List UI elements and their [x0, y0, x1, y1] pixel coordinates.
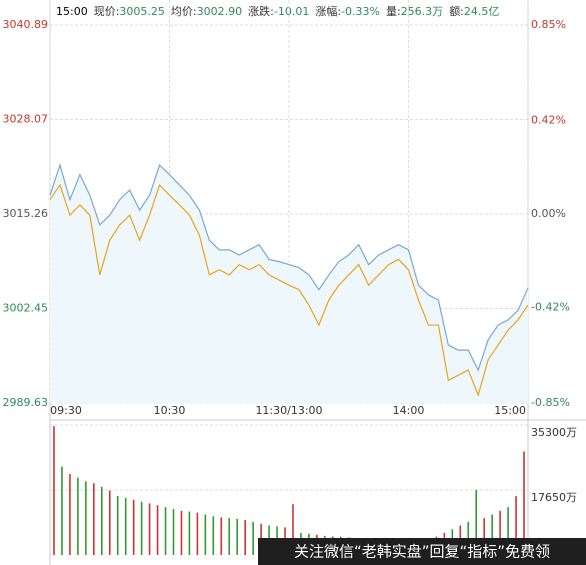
price-line [49, 183, 529, 397]
y-tick-label: 3028.07 [3, 113, 49, 126]
header-time: 15:00 [56, 5, 88, 18]
header-label: 涨幅: [315, 5, 341, 18]
volume-bar [93, 483, 95, 555]
volume-bar [172, 508, 175, 555]
header-label: 额: [449, 5, 464, 18]
price-line [49, 162, 529, 372]
header-value: 24.5亿 [464, 5, 500, 18]
y-tick-label: 35300万 [531, 426, 577, 439]
y2-tick-label: 0.42% [531, 114, 566, 127]
x-tick-label: 09:30 [50, 404, 82, 417]
volume-bar [132, 499, 135, 555]
header-value: -0.33% [341, 5, 380, 18]
volume-bar [148, 503, 151, 555]
y-tick-label: 3015.26 [3, 207, 49, 220]
volume-bar [100, 486, 103, 555]
volume-bar [116, 496, 119, 555]
volume-bar [164, 507, 167, 555]
volume-bar [292, 504, 294, 555]
y2-tick-label: 0.85% [531, 18, 566, 31]
volume-bar [180, 510, 183, 555]
volume-bar [196, 512, 199, 555]
volume-bar [156, 505, 159, 555]
volume-bar [228, 518, 231, 555]
header-value: 3002.90 [197, 5, 243, 18]
volume-bar [252, 521, 254, 555]
header-label: 量: [386, 5, 401, 18]
watermark: 关注微信“老韩实盘”回复“指标”免费领 [294, 543, 550, 561]
volume-bar [140, 501, 143, 555]
header-value: -10.01 [274, 5, 309, 18]
volume-bar [204, 514, 207, 555]
header: 15:00 现价: 3005.25 均价: 3002.90 涨跌: -10.01 涨幅: -0… [56, 4, 499, 18]
header-label: 均价: [171, 5, 197, 18]
price-area [50, 165, 528, 403]
volume-bar [523, 451, 525, 555]
volume-bar [507, 507, 509, 555]
x-tick-label: 11:30/13:00 [255, 404, 322, 417]
volume-bar [499, 510, 501, 555]
volume-bar [491, 514, 493, 555]
x-tick-label: 14:00 [393, 404, 425, 417]
y2-tick-label: -0.42% [531, 300, 570, 313]
watermark-bg [258, 538, 586, 565]
volume-bar [108, 490, 111, 555]
volume-bar [61, 466, 63, 555]
volume-bar [475, 490, 478, 555]
y-tick-label: 17650万 [531, 491, 577, 504]
volume-bar [236, 518, 239, 555]
volume-bar [483, 518, 485, 555]
header-label: 现价: [94, 5, 120, 18]
header-label: 涨跌: [248, 4, 274, 18]
volume-bar [188, 511, 191, 555]
x-tick-label: 10:30 [154, 404, 186, 417]
y-tick-label: 3040.89 [3, 18, 49, 31]
y-tick-label: 3002.45 [3, 301, 49, 314]
x-tick-label: 15:00 [494, 404, 526, 417]
volume-bar [85, 481, 87, 555]
y2-tick-label: -0.85% [531, 396, 570, 409]
volume-bar [77, 477, 79, 555]
volume-bar [212, 516, 215, 555]
volume-bar [53, 426, 55, 555]
volume-bar [124, 497, 127, 555]
y2-tick-label: 0.00% [531, 207, 566, 220]
volume-bar [244, 520, 246, 555]
header-value: 256.3万 [401, 5, 444, 18]
volume-bar [515, 496, 517, 555]
volume-bar [220, 517, 223, 555]
header-value: 3005.25 [119, 5, 165, 18]
volume-bar [69, 473, 71, 555]
y-tick-label: 2989.63 [3, 396, 49, 409]
